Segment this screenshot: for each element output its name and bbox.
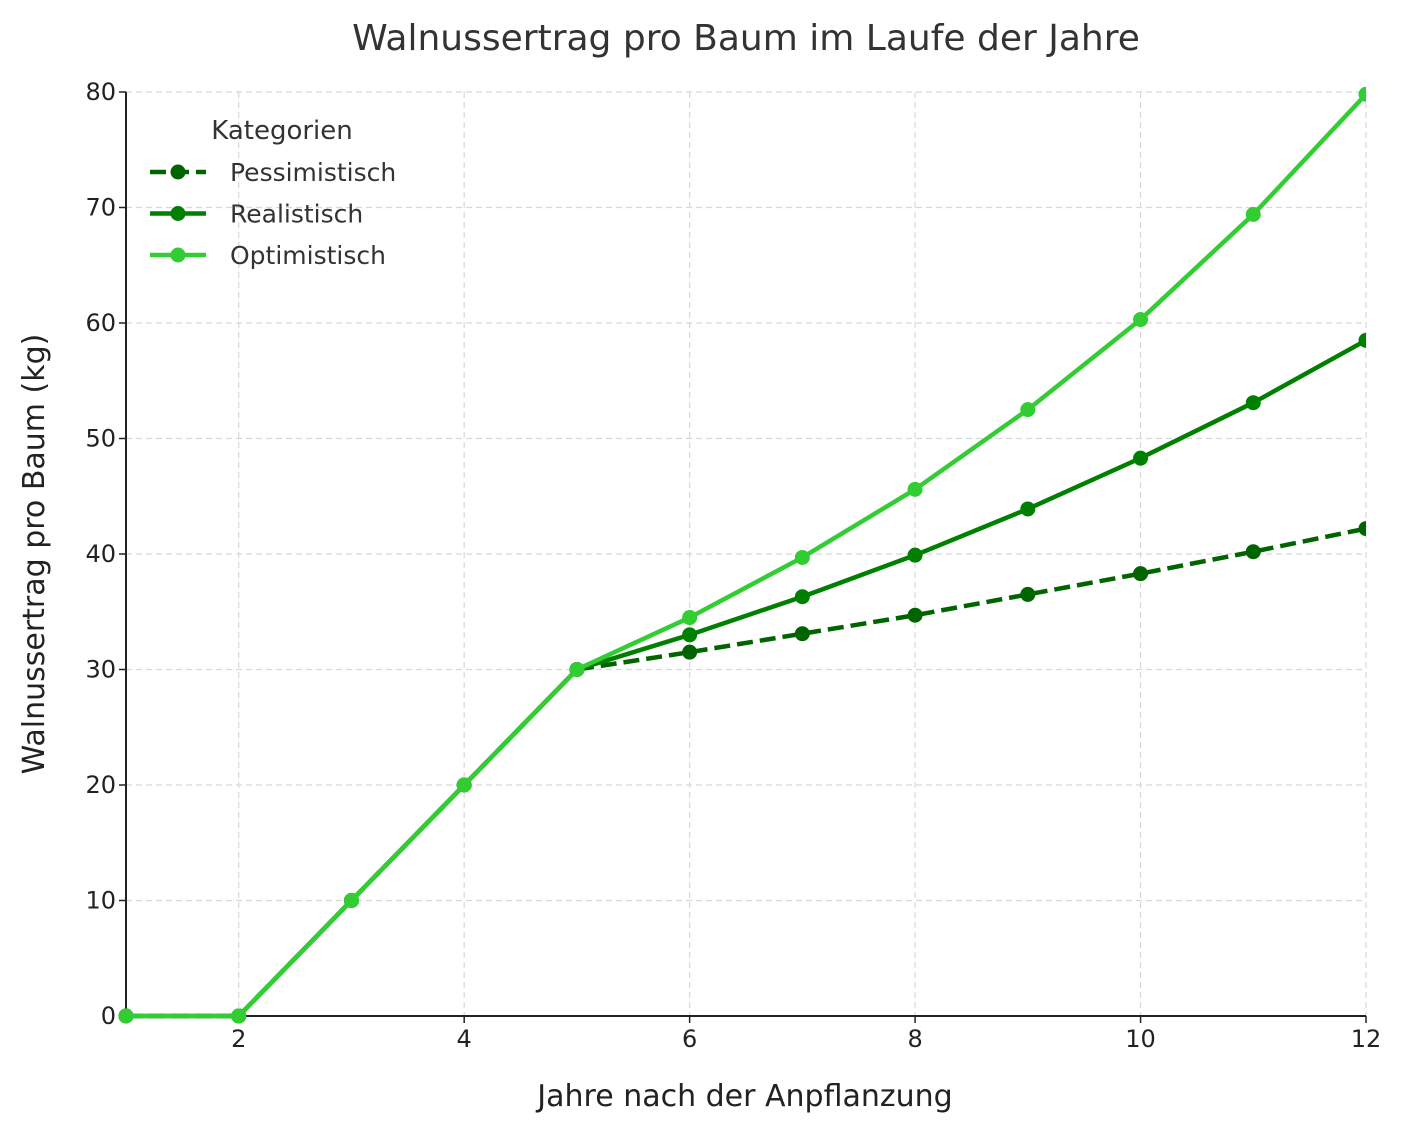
series-line-optimistisch [126, 92, 1366, 1019]
data-point-optimistisch-11 [1245, 206, 1261, 222]
series-optimistisch [118, 86, 1366, 1024]
data-point-optimistisch-5 [569, 662, 585, 677]
data-point-optimistisch-8 [907, 481, 923, 497]
legend-item-optimistisch: Optimistisch [150, 241, 386, 270]
y-tick-label-50: 50 [85, 425, 116, 453]
legend-label-realistisch: Realistisch [230, 200, 363, 229]
legend-label-pessimistisch: Pessimistisch [230, 158, 396, 187]
data-point-pessimistisch-8 [907, 607, 923, 623]
chart-title: Walnussertrag pro Baum im Laufe der Jahr… [352, 18, 1140, 59]
data-point-optimistisch-2 [231, 1008, 247, 1024]
y-tick-label-30: 30 [85, 656, 116, 684]
data-point-pessimistisch-6 [682, 644, 698, 660]
data-point-realistisch-12 [1358, 332, 1366, 348]
x-tick-label-4: 4 [457, 1025, 472, 1053]
series-line-pessimistisch [126, 526, 1366, 1019]
y-tick-label-0: 0 [101, 1002, 116, 1030]
legend-item-realistisch: Realistisch [150, 200, 363, 229]
series-realistisch [118, 332, 1366, 1024]
y-axis-label: Walnussertrag pro Baum (kg) [17, 334, 52, 775]
series-layer [118, 86, 1366, 1024]
y-tick-label-40: 40 [85, 540, 116, 568]
data-point-optimistisch-9 [1020, 402, 1036, 418]
data-point-optimistisch-6 [682, 610, 698, 626]
data-point-pessimistisch-12 [1358, 521, 1366, 537]
grid-layer [126, 91, 1367, 1017]
legend-label-optimistisch: Optimistisch [230, 241, 386, 270]
data-point-pessimistisch-11 [1245, 544, 1261, 560]
data-point-optimistisch-3 [343, 893, 359, 908]
data-point-pessimistisch-9 [1020, 586, 1036, 602]
data-point-realistisch-10 [1133, 450, 1149, 466]
data-point-optimistisch-12 [1358, 86, 1366, 102]
x-tick-label-6: 6 [682, 1025, 697, 1053]
y-tick-label-70: 70 [85, 194, 116, 222]
x-tick-label-12: 12 [1351, 1025, 1382, 1053]
data-point-pessimistisch-10 [1133, 566, 1149, 582]
legend-title: Kategorien [211, 116, 353, 146]
legend-marker-optimistisch [170, 247, 186, 263]
y-tick-label-10: 10 [85, 887, 116, 915]
data-point-realistisch-8 [907, 547, 923, 563]
x-tick-label-10: 10 [1125, 1025, 1156, 1053]
legend-marker-pessimistisch [170, 164, 186, 180]
x-tick-label-2: 2 [231, 1025, 246, 1053]
legend: Kategorien Pessimistisch Realistisch Optimi… [150, 116, 396, 270]
y-tick-label-60: 60 [85, 309, 116, 337]
x-axis-label: Jahre nach der Anpflanzung [535, 1079, 952, 1114]
y-tick-label-80: 80 [85, 78, 116, 106]
data-point-optimistisch-10 [1133, 312, 1149, 328]
legend-marker-realistisch [170, 206, 186, 221]
data-point-realistisch-9 [1020, 501, 1036, 517]
data-point-realistisch-11 [1245, 395, 1261, 411]
data-point-optimistisch-4 [456, 777, 472, 793]
x-tick-label-8: 8 [907, 1025, 922, 1053]
series-line-realistisch [126, 338, 1366, 1019]
data-point-optimistisch-1 [118, 1008, 134, 1024]
data-point-realistisch-7 [794, 589, 810, 605]
y-tick-label-20: 20 [85, 771, 116, 799]
data-point-optimistisch-7 [794, 549, 810, 565]
data-point-pessimistisch-7 [794, 626, 810, 642]
data-point-realistisch-6 [682, 627, 698, 643]
axes-layer: 2 4 6 8 10 12 0 10 20 30 40 50 60 70 80 [85, 78, 1381, 1053]
legend-item-pessimistisch: Pessimistisch [150, 158, 396, 187]
